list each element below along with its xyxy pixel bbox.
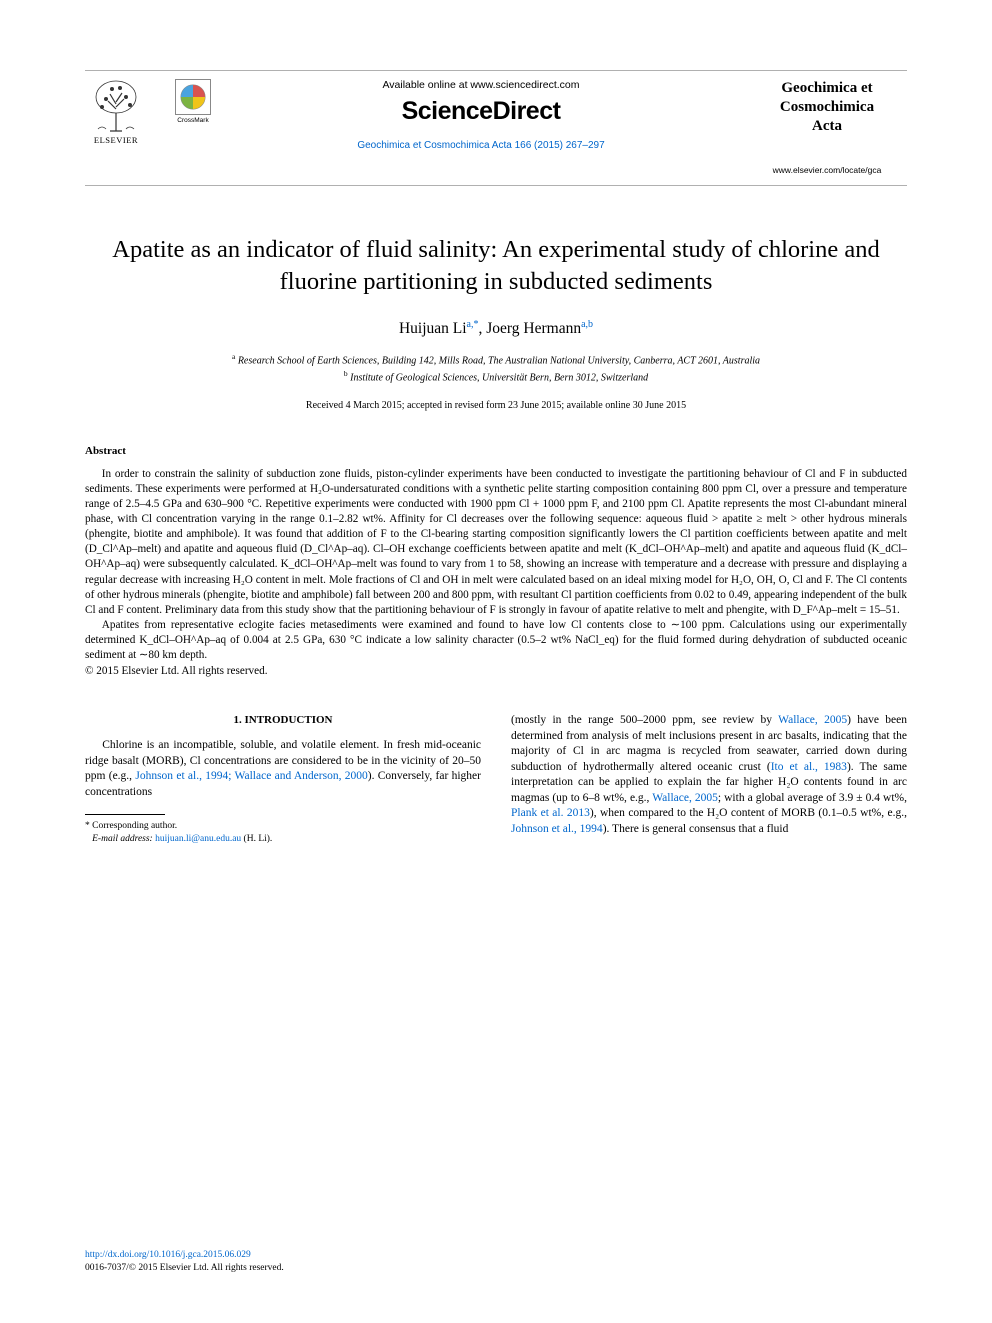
journal-name: Geochimica et Cosmochimica Acta (747, 79, 907, 135)
journal-name-line1: Geochimica et (781, 80, 872, 96)
affiliations: a Research School of Earth Sciences, Bui… (85, 352, 907, 386)
author-2-affil-sup: a,b (581, 319, 593, 330)
journal-url[interactable]: www.elsevier.com/locate/gca (747, 165, 907, 175)
citation-link-wallace-2005b[interactable]: Wallace, 2005 (652, 792, 718, 804)
abstract-p2: Apatites from representative eclogite fa… (85, 618, 907, 663)
journal-name-line3: Acta (812, 118, 842, 134)
email-link[interactable]: huijuan.li@anu.edu.au (155, 834, 241, 844)
abstract-p1: In order to constrain the salinity of su… (85, 467, 907, 618)
elsevier-label: ELSEVIER (94, 135, 138, 145)
article-title: Apatite as an indicator of fluid salinit… (85, 234, 907, 297)
citation-link-plank-2013[interactable]: Plank et al. 2013 (511, 807, 590, 819)
email-suffix: (H. Li). (241, 834, 272, 844)
doi-link[interactable]: http://dx.doi.org/10.1016/j.gca.2015.06.… (85, 1250, 251, 1260)
right-column: (mostly in the range 500–2000 ppm, see r… (511, 713, 907, 846)
journal-name-line2: Cosmochimica (780, 99, 874, 115)
abstract-heading: Abstract (85, 445, 907, 457)
crossmark-label: CrossMark (177, 117, 208, 124)
article-dates: Received 4 March 2015; accepted in revis… (85, 400, 907, 411)
sciencedirect-logo: ScienceDirect (227, 97, 735, 126)
journal-reference-link[interactable]: Geochimica et Cosmochimica Acta 166 (201… (227, 140, 735, 151)
intro-paragraph-left: Chlorine is an incompatible, soluble, an… (85, 738, 481, 800)
available-online-text: Available online at www.sciencedirect.co… (227, 79, 735, 91)
footnote-separator (85, 814, 165, 815)
header-left: ELSEVIER CrossMark (85, 79, 215, 151)
corresponding-author-note: * Corresponding author. (85, 820, 481, 833)
elsevier-tree-icon (90, 79, 142, 133)
author-1-affil-sup: a,* (467, 319, 479, 330)
crossmark-badge[interactable]: CrossMark (171, 79, 215, 135)
header-bar: ELSEVIER CrossMark Available online at w… (85, 70, 907, 186)
email-footnote: E-mail address: huijuan.li@anu.edu.au (H… (85, 833, 481, 846)
header-right: Geochimica et Cosmochimica Acta www.else… (747, 79, 907, 175)
author-1: Huijuan Li (399, 320, 467, 337)
body-columns: 1. INTRODUCTION Chlorine is an incompati… (85, 713, 907, 846)
author-2: Joerg Hermann (486, 320, 581, 337)
citation-link-ito-1983[interactable]: Ito et al., 1983 (771, 761, 847, 773)
elsevier-logo: ELSEVIER (85, 79, 147, 151)
left-column: 1. INTRODUCTION Chlorine is an incompati… (85, 713, 481, 846)
email-label: E-mail address: (92, 834, 153, 844)
affiliation-b: Institute of Geological Sciences, Univer… (350, 372, 648, 383)
citation-link-johnson-1994[interactable]: Johnson et al., 1994 (511, 823, 603, 835)
citation-link-johnson-wallace[interactable]: Johnson et al., 1994; Wallace and Anders… (135, 770, 367, 782)
crossmark-icon (175, 79, 211, 115)
intro-paragraph-right: (mostly in the range 500–2000 ppm, see r… (511, 713, 907, 837)
page-footer: http://dx.doi.org/10.1016/j.gca.2015.06.… (85, 1249, 284, 1275)
authors-line: Huijuan Lia,*, Joerg Hermanna,b (85, 319, 907, 338)
footer-copyright: 0016-7037/© 2015 Elsevier Ltd. All right… (85, 1263, 284, 1273)
affiliation-a: Research School of Earth Sciences, Build… (238, 355, 760, 366)
header-center: Available online at www.sciencedirect.co… (215, 79, 747, 151)
citation-link-wallace-2005a[interactable]: Wallace, 2005 (778, 714, 847, 726)
section-1-heading: 1. INTRODUCTION (85, 713, 481, 728)
abstract-body: In order to constrain the salinity of su… (85, 467, 907, 680)
abstract-copyright: © 2015 Elsevier Ltd. All rights reserved… (85, 664, 907, 679)
